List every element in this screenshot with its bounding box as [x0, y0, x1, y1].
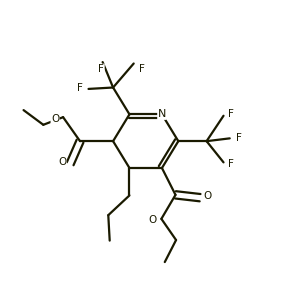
- Text: N: N: [158, 109, 166, 119]
- Text: F: F: [98, 64, 104, 74]
- Text: F: F: [77, 82, 83, 92]
- Text: O: O: [204, 191, 212, 201]
- Text: O: O: [58, 157, 66, 167]
- Text: O: O: [51, 113, 59, 124]
- Text: F: F: [229, 109, 234, 119]
- Text: F: F: [139, 64, 145, 74]
- Text: F: F: [229, 159, 234, 169]
- Text: F: F: [236, 133, 242, 143]
- Text: O: O: [149, 215, 157, 225]
